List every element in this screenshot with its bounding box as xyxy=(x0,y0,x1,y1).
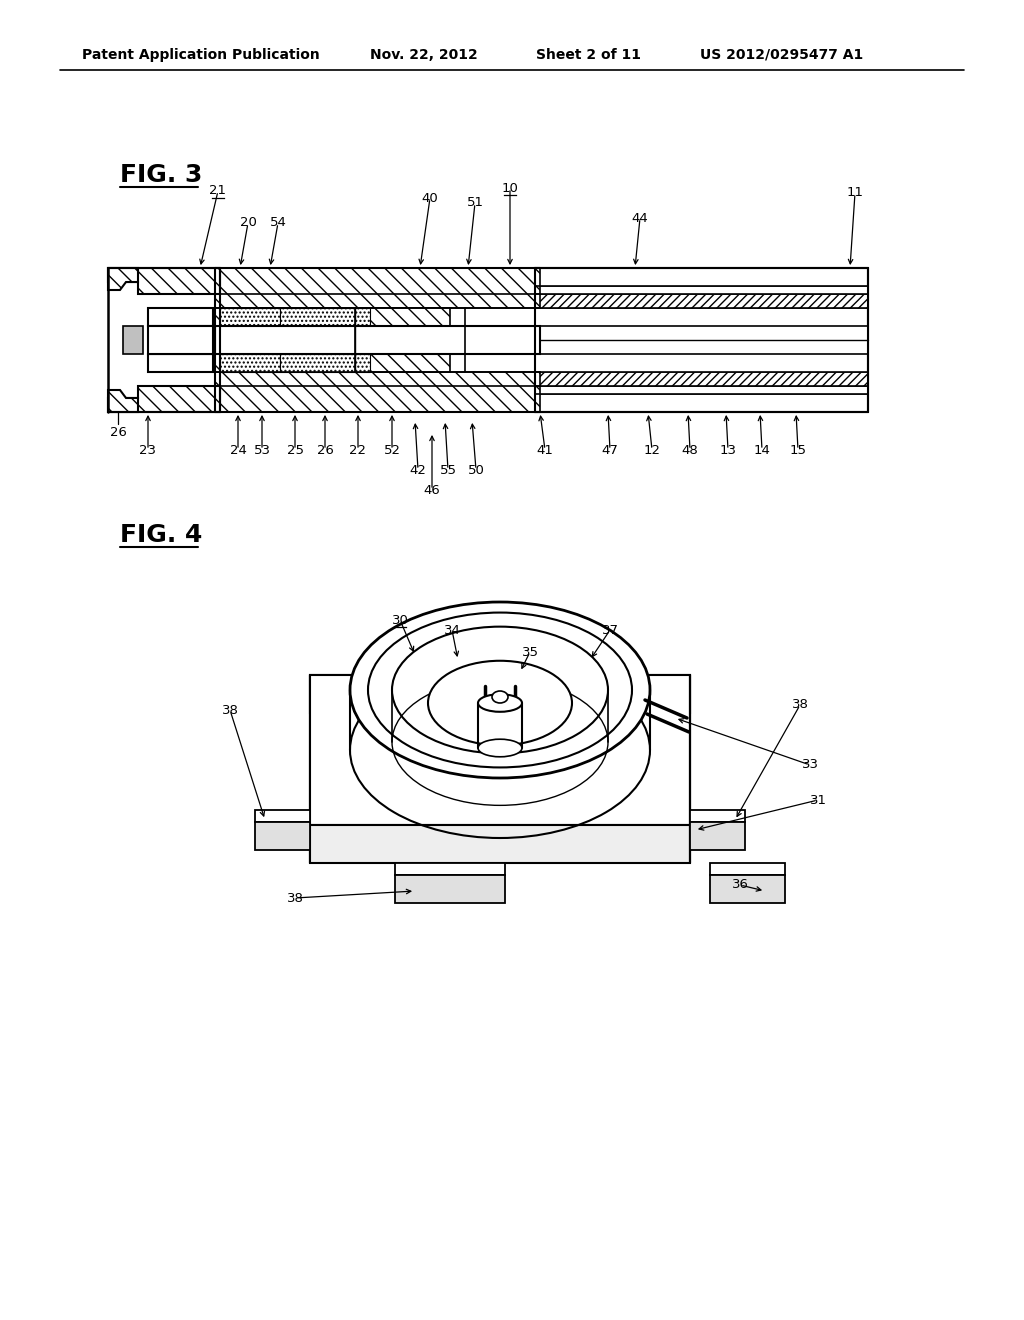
Text: 50: 50 xyxy=(468,463,484,477)
Text: 11: 11 xyxy=(847,186,863,199)
Ellipse shape xyxy=(392,627,608,754)
Text: 52: 52 xyxy=(384,444,400,457)
Ellipse shape xyxy=(478,694,522,711)
Polygon shape xyxy=(310,675,690,825)
Bar xyxy=(535,372,868,385)
Text: 36: 36 xyxy=(731,879,749,891)
Text: US 2012/0295477 A1: US 2012/0295477 A1 xyxy=(700,48,863,62)
Text: 13: 13 xyxy=(720,444,736,457)
Polygon shape xyxy=(710,863,785,875)
Bar xyxy=(535,294,868,308)
Text: 22: 22 xyxy=(349,444,367,457)
Ellipse shape xyxy=(368,612,632,767)
Text: 20: 20 xyxy=(240,216,256,230)
Text: 25: 25 xyxy=(287,444,303,457)
Polygon shape xyxy=(310,675,690,713)
Text: 46: 46 xyxy=(424,483,440,496)
Ellipse shape xyxy=(350,602,650,777)
Bar xyxy=(535,341,868,354)
Polygon shape xyxy=(108,268,138,290)
Bar xyxy=(280,308,370,326)
Polygon shape xyxy=(395,875,505,903)
Bar xyxy=(148,326,213,354)
Text: 10: 10 xyxy=(502,181,518,194)
Text: 31: 31 xyxy=(810,793,826,807)
Text: 15: 15 xyxy=(790,444,807,457)
Bar xyxy=(220,354,280,372)
Polygon shape xyxy=(310,825,690,863)
Text: 26: 26 xyxy=(110,425,126,438)
Bar xyxy=(406,333,465,341)
Bar xyxy=(350,690,650,750)
Bar xyxy=(215,308,355,326)
Text: 33: 33 xyxy=(802,759,818,771)
Text: 23: 23 xyxy=(139,444,157,457)
Text: 21: 21 xyxy=(210,185,226,198)
Text: Patent Application Publication: Patent Application Publication xyxy=(82,48,319,62)
Ellipse shape xyxy=(428,661,572,746)
Text: 42: 42 xyxy=(410,463,426,477)
Polygon shape xyxy=(108,389,138,412)
Text: 47: 47 xyxy=(601,444,618,457)
Text: 34: 34 xyxy=(443,623,461,636)
Text: 30: 30 xyxy=(391,614,409,627)
Text: 14: 14 xyxy=(754,444,770,457)
Text: FIG. 3: FIG. 3 xyxy=(120,162,203,187)
Polygon shape xyxy=(108,268,220,294)
Text: 24: 24 xyxy=(229,444,247,457)
Bar xyxy=(215,372,540,412)
Bar xyxy=(280,354,370,372)
Text: Nov. 22, 2012: Nov. 22, 2012 xyxy=(370,48,478,62)
Text: 38: 38 xyxy=(792,698,808,711)
Text: 53: 53 xyxy=(254,444,270,457)
Text: 41: 41 xyxy=(537,444,553,457)
Bar xyxy=(535,268,868,412)
Bar xyxy=(535,326,868,341)
Text: 55: 55 xyxy=(439,463,457,477)
Bar xyxy=(148,308,213,326)
Text: Sheet 2 of 11: Sheet 2 of 11 xyxy=(536,48,641,62)
Text: 35: 35 xyxy=(521,645,539,659)
Ellipse shape xyxy=(478,739,522,756)
Bar xyxy=(215,326,540,354)
Text: 38: 38 xyxy=(287,891,303,904)
Ellipse shape xyxy=(492,690,508,704)
Bar xyxy=(148,354,213,372)
Bar xyxy=(406,341,465,347)
Polygon shape xyxy=(255,822,310,850)
Polygon shape xyxy=(255,810,310,822)
Text: FIG. 4: FIG. 4 xyxy=(120,523,203,546)
Polygon shape xyxy=(108,385,220,412)
Bar xyxy=(360,308,450,326)
Text: 26: 26 xyxy=(316,444,334,457)
Polygon shape xyxy=(395,863,505,875)
Polygon shape xyxy=(690,810,745,822)
Bar xyxy=(215,308,540,372)
Bar xyxy=(123,326,143,354)
Bar xyxy=(215,268,540,308)
Text: 51: 51 xyxy=(467,197,483,210)
Text: 54: 54 xyxy=(269,216,287,230)
Bar xyxy=(215,354,355,372)
Text: 12: 12 xyxy=(643,444,660,457)
Text: 40: 40 xyxy=(422,191,438,205)
Text: 44: 44 xyxy=(632,211,648,224)
Text: 37: 37 xyxy=(601,623,618,636)
Text: 48: 48 xyxy=(682,444,698,457)
Polygon shape xyxy=(690,822,745,850)
Bar xyxy=(220,308,280,326)
Text: 38: 38 xyxy=(221,704,239,717)
Bar xyxy=(535,385,868,393)
Bar xyxy=(360,354,450,372)
Polygon shape xyxy=(710,875,785,903)
Bar xyxy=(535,286,868,294)
Bar xyxy=(355,326,406,341)
Bar xyxy=(355,341,406,354)
